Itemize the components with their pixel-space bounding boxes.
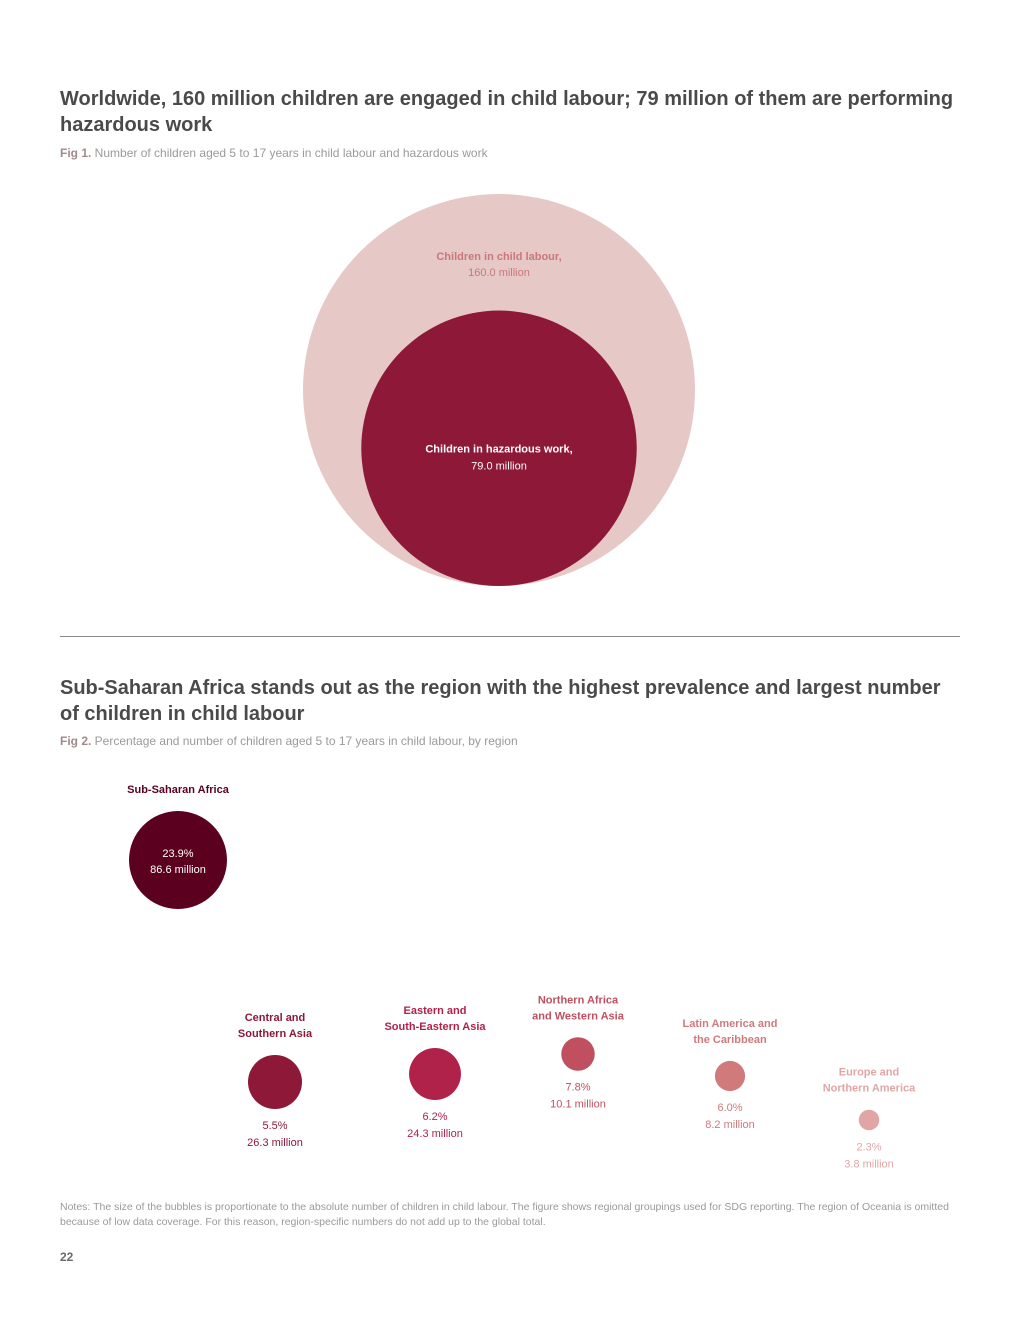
region-percent-latin-america-and-the-caribbean: 6.0%: [717, 1102, 742, 1114]
fig2-caption: Fig 2. Percentage and number of children…: [60, 734, 960, 748]
bubble-hazardous-work-label: Children in hazardous work,: [425, 443, 572, 455]
fig2-heading: Sub-Saharan Africa stands out as the reg…: [60, 677, 941, 725]
region-name-eastern-and-south-eastern-asia: Eastern and: [404, 1005, 467, 1017]
region-number-central-and-southern-asia: 26.3 million: [247, 1137, 303, 1149]
fig2-caption-text: Percentage and number of children aged 5…: [91, 734, 518, 748]
fig1-caption: Fig 1. Number of children aged 5 to 17 y…: [60, 146, 960, 160]
region-name-northern-africa-and-western-asia: and Western Asia: [532, 1010, 625, 1022]
bubble-child-labour-label: Children in child labour,: [436, 251, 561, 263]
region-number-latin-america-and-the-caribbean: 8.2 million: [705, 1119, 755, 1131]
bubble-child-labour-value: 160.0 million: [468, 267, 530, 279]
bubble-hazardous-work: [361, 310, 637, 586]
region-name-latin-america-and-the-caribbean: the Caribbean: [693, 1034, 767, 1046]
region-name-central-and-southern-asia: Central and: [245, 1012, 306, 1024]
fig2-label: Fig 2.: [60, 734, 92, 748]
bubble-sub-saharan-africa: [129, 811, 227, 909]
fig2-bubble-chart: Sub-Saharan Africa 23.9% 86.6 million Centr…: [127, 784, 916, 1170]
region-name-europe-and-northern-america: Europe and: [839, 1067, 900, 1079]
region-number-sub-saharan-africa: 86.6 million: [150, 864, 206, 876]
bubble-eastern-and-south-eastern-asia: [409, 1048, 461, 1100]
region-name-latin-america-and-the-caribbean: Latin America and: [683, 1018, 778, 1030]
notes: Notes: The size of the bubbles is propor…: [60, 1201, 949, 1228]
region-percent-europe-and-northern-america: 2.3%: [856, 1141, 881, 1153]
bubble-europe-and-northern-america: [858, 1109, 880, 1131]
bubble-northern-africa-and-western-asia: [561, 1037, 595, 1071]
bubble-hazardous-work-value: 79.0 million: [471, 460, 527, 472]
fig1-caption-text: Number of children aged 5 to 17 years in…: [91, 146, 488, 160]
fig1-bubble-chart: Children in child labour, 160.0 million Ch…: [303, 194, 695, 586]
region-name-eastern-and-south-eastern-asia: South-Eastern Asia: [384, 1021, 486, 1033]
page-number: 22: [60, 1250, 74, 1264]
region-number-northern-africa-and-western-asia: 10.1 million: [550, 1099, 606, 1111]
section-divider: [60, 636, 960, 637]
region-percent-sub-saharan-africa: 23.9%: [162, 848, 193, 860]
region-percent-northern-africa-and-western-asia: 7.8%: [565, 1082, 590, 1094]
region-number-eastern-and-south-eastern-asia: 24.3 million: [407, 1128, 463, 1140]
region-percent-eastern-and-south-eastern-asia: 6.2%: [422, 1111, 447, 1123]
bubble-latin-america-and-the-caribbean: [714, 1060, 746, 1092]
fig1-heading: Worldwide, 160 million children are enga…: [60, 88, 954, 136]
region-name-sub-saharan-africa: Sub-Saharan Africa: [127, 784, 230, 796]
fig1-label: Fig 1.: [60, 146, 92, 160]
region-name-europe-and-northern-america: Northern America: [823, 1083, 916, 1095]
bubble-central-and-southern-asia: [247, 1054, 303, 1110]
region-name-northern-africa-and-western-asia: Northern Africa: [538, 994, 619, 1006]
region-number-europe-and-northern-america: 3.8 million: [844, 1158, 894, 1170]
region-percent-central-and-southern-asia: 5.5%: [262, 1120, 287, 1132]
region-name-central-and-southern-asia: Southern Asia: [238, 1028, 313, 1040]
